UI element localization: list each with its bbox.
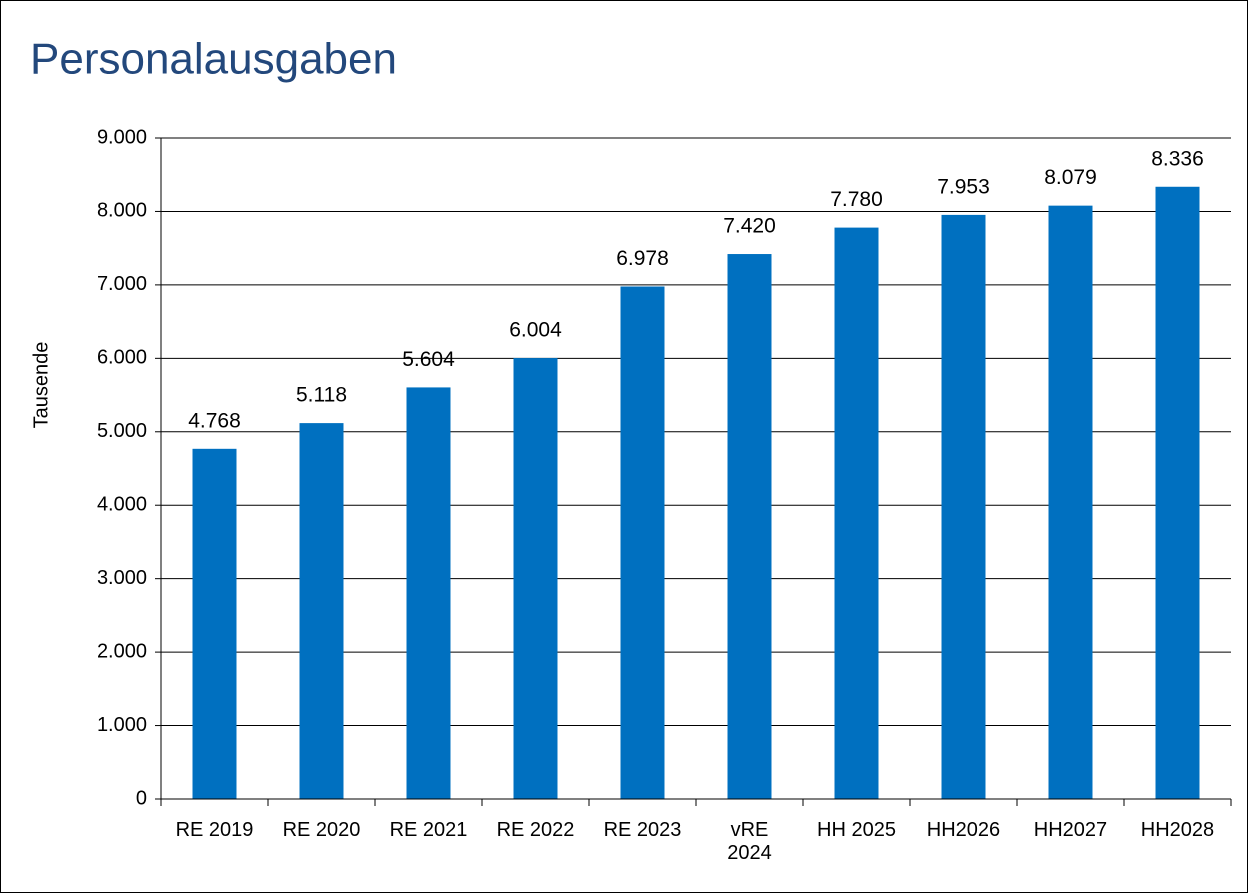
- data-label: 6.978: [616, 247, 669, 270]
- y-tick-label: 5.000: [97, 420, 147, 442]
- data-label: 6.004: [509, 319, 562, 342]
- y-tick-label: 0: [136, 787, 147, 809]
- x-tick-label: HH 2025: [817, 819, 896, 841]
- x-tick-label: HH2027: [1033, 819, 1108, 841]
- chart-title: Personalausgaben: [30, 35, 397, 84]
- data-label: 7.953: [937, 175, 990, 198]
- x-tick-label: RE 2023: [603, 819, 682, 841]
- bar: [834, 227, 879, 799]
- data-label: 8.079: [1044, 166, 1097, 189]
- data-label: 5.118: [296, 384, 347, 407]
- bar: [941, 214, 986, 799]
- x-tick-label-box: RE 2022: [496, 819, 575, 841]
- data-label: 8.336: [1151, 147, 1204, 170]
- y-tick-label: 2.000: [97, 640, 147, 662]
- y-tick-label: 1.000: [97, 714, 147, 736]
- y-tick-label: 4.000: [97, 494, 147, 516]
- x-tick-label-box: RE 2019: [175, 819, 254, 841]
- bar: [1155, 186, 1200, 800]
- x-tick-label-box: RE 2020: [282, 819, 361, 841]
- x-tick-label: RE 2021: [389, 819, 468, 841]
- x-tick-label-box: HH 2025: [817, 819, 896, 841]
- y-tick-label: 7.000: [97, 273, 147, 295]
- x-tick-label: RE 2020: [282, 819, 361, 841]
- x-tick-label: RE 2022: [496, 819, 575, 841]
- x-tick-label-box: RE 2023: [603, 819, 682, 841]
- x-tick-label: RE 2019: [175, 819, 254, 841]
- data-label: 7.420: [723, 215, 776, 238]
- x-tick-label-box: HH2026: [926, 819, 1001, 841]
- y-tick-label: 9.000: [97, 126, 147, 148]
- data-label: 4.768: [188, 409, 241, 432]
- x-tick-label: vRE 2024: [727, 819, 772, 864]
- bar: [620, 286, 665, 800]
- x-tick-label-box: HH2027: [1033, 819, 1108, 841]
- bar: [727, 254, 772, 799]
- data-label: 7.780: [830, 188, 883, 211]
- data-label: 5.604: [402, 348, 455, 371]
- bar: [406, 387, 451, 799]
- y-tick-label: 8.000: [97, 200, 147, 222]
- bar: [192, 448, 237, 799]
- bar: [1048, 205, 1093, 799]
- x-tick-label-box: vRE 2024: [727, 819, 772, 864]
- bar: [299, 423, 344, 799]
- y-tick-label: 6.000: [97, 347, 147, 369]
- y-axis-label: Tausende: [30, 342, 52, 429]
- x-tick-label: HH2026: [926, 819, 1001, 841]
- x-tick-label-box: RE 2021: [389, 819, 468, 841]
- bar: [513, 358, 558, 799]
- x-tick-label-box: HH2028: [1140, 819, 1215, 841]
- y-tick-label: 3.000: [97, 567, 147, 589]
- x-tick-label: HH2028: [1140, 819, 1215, 841]
